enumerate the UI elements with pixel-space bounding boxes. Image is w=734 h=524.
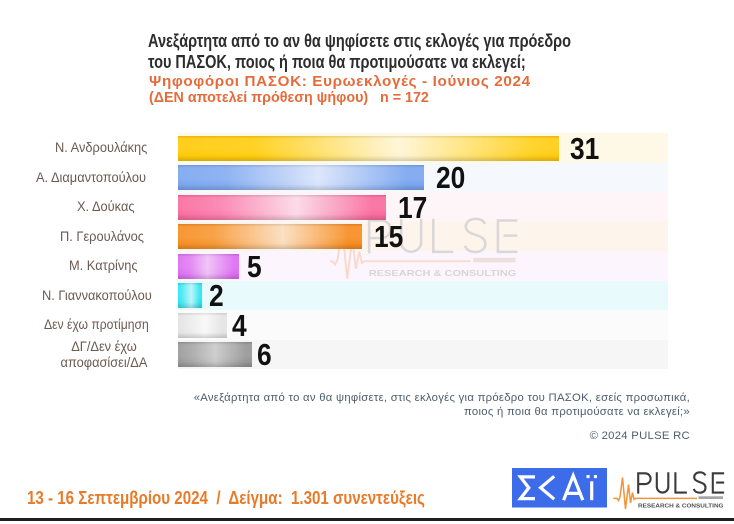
svg-text:RESEARCH & CONSULTING: RESEARCH & CONSULTING <box>368 268 516 278</box>
svg-text:RESEARCH & CONSULTING: RESEARCH & CONSULTING <box>638 503 724 509</box>
